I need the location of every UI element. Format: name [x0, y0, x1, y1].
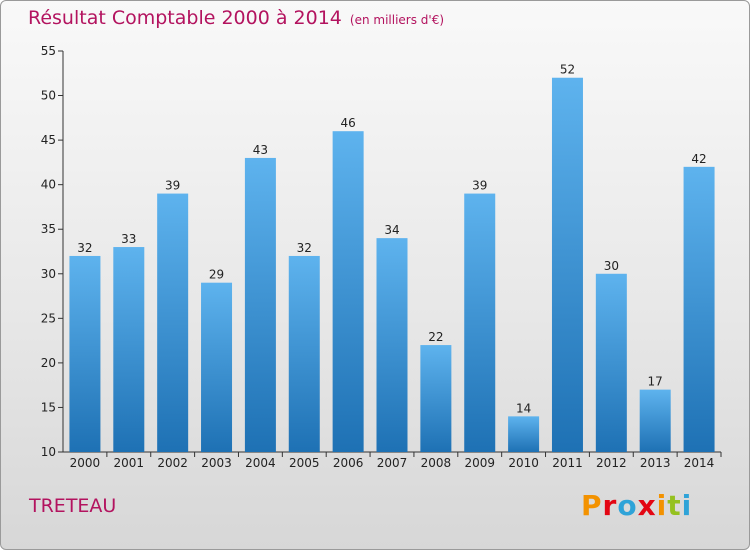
data-label-2011: 52 [560, 63, 575, 77]
data-label-2014: 42 [691, 152, 706, 166]
x-tick-label: 2004 [245, 456, 276, 470]
bar-2007 [376, 238, 408, 452]
bar-2002 [157, 193, 189, 453]
data-label-2006: 46 [340, 116, 355, 130]
chart-value-labels: 32 33 39 29 43 32 46 34 22 39 14 52 30 17 42 [77, 63, 706, 416]
y-tick-label: 50 [41, 89, 56, 103]
data-label-2010: 14 [516, 401, 531, 415]
x-tick-label: 2005 [289, 456, 320, 470]
y-tick-label: 15 [41, 400, 56, 414]
y-tick-label: 20 [41, 356, 56, 370]
data-label-2013: 17 [648, 375, 663, 389]
bar-2008 [420, 345, 452, 452]
x-tick-label: 2000 [70, 456, 101, 470]
bar-2011 [551, 77, 583, 452]
y-tick-label: 55 [41, 44, 56, 58]
y-tick-label: 25 [41, 311, 56, 325]
bar-2014 [683, 166, 715, 452]
y-tick-label: 45 [41, 133, 56, 147]
x-tick-label: 2013 [640, 456, 671, 470]
data-label-2001: 33 [121, 232, 136, 246]
x-tick-label: 2001 [114, 456, 145, 470]
data-label-2007: 34 [384, 223, 399, 237]
commune-name: TRETEAU [29, 495, 117, 517]
bar-2009 [464, 193, 496, 453]
x-tick-label: 2008 [421, 456, 452, 470]
x-tick-label: 2009 [464, 456, 495, 470]
logo-letter: o [617, 489, 638, 522]
bar-2012 [595, 273, 627, 452]
chart-subtitle: (en milliers d'€) [349, 13, 445, 27]
x-tick-label: 2010 [508, 456, 539, 470]
y-tick-label: 35 [41, 222, 56, 236]
y-tick-label: 30 [41, 267, 56, 281]
data-label-2002: 39 [165, 179, 180, 193]
data-label-2003: 29 [209, 268, 224, 282]
logo-letter: r [602, 489, 618, 522]
data-label-2004: 43 [253, 143, 268, 157]
x-tick-label: 2014 [684, 456, 715, 470]
chart-title-text: Résultat Comptable 2000 à 2014 [28, 7, 342, 29]
data-label-2009: 39 [472, 179, 487, 193]
logo-letter: P [581, 489, 603, 522]
proxiti-logo[interactable]: Proxiti [581, 489, 692, 522]
x-tick-label: 2007 [377, 456, 408, 470]
chart-bars [69, 77, 715, 453]
y-tick-label: 10 [41, 445, 56, 459]
bar-2000 [69, 255, 101, 452]
bar-2005 [288, 255, 320, 452]
bar-2003 [201, 282, 233, 452]
x-tick-label: 2012 [596, 456, 627, 470]
logo-letter: x [637, 489, 657, 522]
x-tick-label: 2002 [157, 456, 188, 470]
bar-2004 [244, 157, 276, 452]
data-label-2005: 32 [297, 241, 312, 255]
bar-2001 [113, 247, 145, 452]
chart-title: Résultat Comptable 2000 à 2014 (en millie… [28, 7, 444, 29]
logo-letter: i [681, 489, 693, 522]
y-tick-label: 40 [41, 178, 56, 192]
logo-letter: i [656, 489, 668, 522]
x-tick-label: 2006 [333, 456, 364, 470]
logo-letter: t [667, 489, 682, 522]
data-label-2000: 32 [77, 241, 92, 255]
data-label-2008: 22 [428, 330, 443, 344]
bar-2013 [639, 389, 671, 452]
bar-2010 [508, 416, 540, 452]
x-tick-label: 2011 [552, 456, 583, 470]
data-label-2012: 30 [604, 259, 619, 273]
x-tick-label: 2003 [201, 456, 232, 470]
bar-2006 [332, 131, 364, 452]
